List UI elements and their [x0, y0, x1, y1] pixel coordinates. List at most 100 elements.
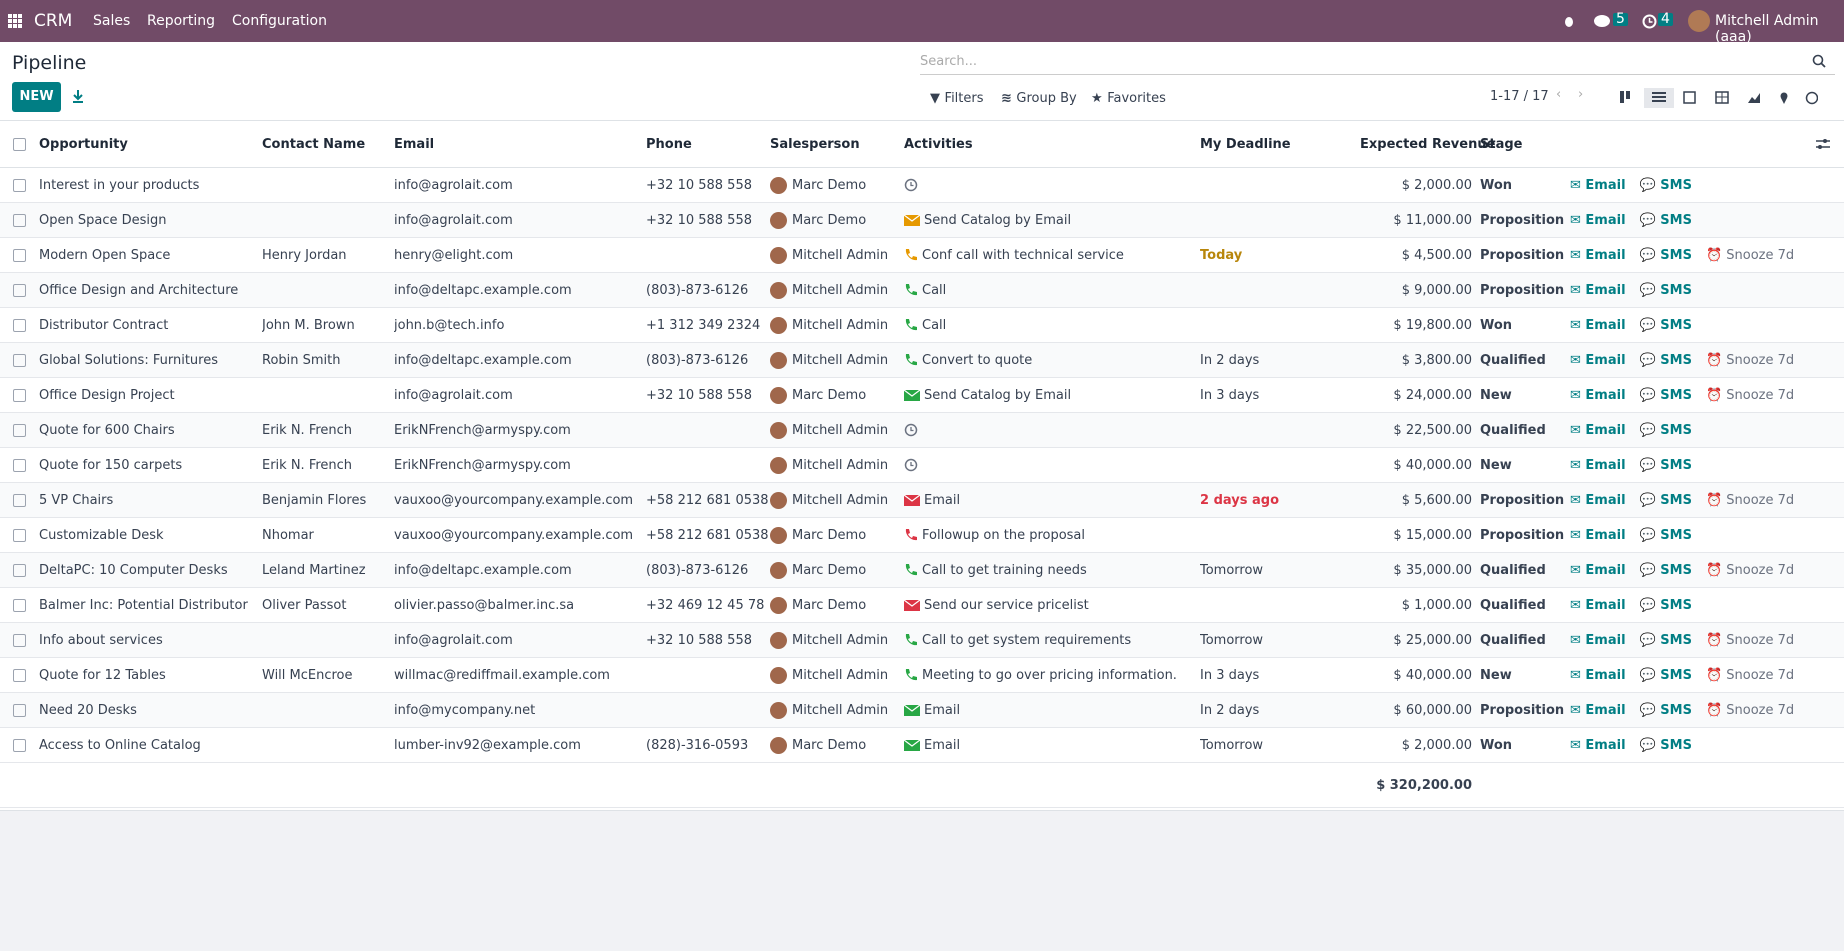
- action-button[interactable]: 💬 SMS: [1639, 562, 1692, 578]
- row-checkbox[interactable]: [13, 353, 26, 367]
- user-name[interactable]: Mitchell Admin (aaa): [1715, 13, 1819, 45]
- activity-icon[interactable]: [904, 668, 922, 683]
- action-button[interactable]: ✉ Email: [1570, 387, 1626, 403]
- row-checkbox[interactable]: [13, 738, 26, 752]
- action-button[interactable]: 💬 SMS: [1639, 737, 1692, 753]
- action-button[interactable]: ✉ Email: [1570, 177, 1626, 193]
- column-header[interactable]: Email: [394, 121, 646, 168]
- row-checkbox[interactable]: [13, 318, 26, 332]
- row-checkbox[interactable]: [13, 423, 26, 437]
- activity-icon[interactable]: [904, 633, 922, 648]
- pipeline-row[interactable]: Access to Online Catalog lumber-inv92@exa…: [0, 727, 1844, 763]
- activity-icon[interactable]: [904, 248, 922, 263]
- row-checkbox[interactable]: [13, 213, 26, 227]
- action-button[interactable]: 💬 SMS: [1639, 317, 1692, 333]
- pipeline-row[interactable]: Info about services info@agrolait.com +32 …: [0, 622, 1844, 658]
- pipeline-row[interactable]: Need 20 Desks info@mycompany.net Mitchell …: [0, 692, 1844, 728]
- activity-icon[interactable]: [904, 528, 922, 543]
- pipeline-row[interactable]: Office Design Project info@agrolait.com +3…: [0, 377, 1844, 413]
- user-avatar[interactable]: [1688, 10, 1710, 32]
- pipeline-row[interactable]: Modern Open Space Henry Jordan henry@eligh…: [0, 237, 1844, 273]
- column-header[interactable]: Opportunity: [39, 121, 262, 168]
- action-button[interactable]: ✉ Email: [1570, 247, 1626, 263]
- activity-icon[interactable]: [904, 178, 922, 193]
- action-button[interactable]: ✉ Email: [1570, 632, 1626, 648]
- action-button[interactable]: ✉ Email: [1570, 527, 1626, 543]
- action-button[interactable]: 💬 SMS: [1639, 527, 1692, 543]
- activity-icon[interactable]: [904, 318, 922, 333]
- action-button[interactable]: 💬 SMS: [1639, 282, 1692, 298]
- action-button[interactable]: ⏰ Snooze 7d: [1705, 632, 1795, 648]
- column-header[interactable]: Phone: [646, 121, 770, 168]
- column-header[interactable]: Salesperson: [770, 121, 904, 168]
- action-button[interactable]: 💬 SMS: [1639, 702, 1692, 718]
- favorites-button[interactable]: ★ Favorites: [1091, 91, 1166, 106]
- activities-icon[interactable]: [1642, 14, 1657, 29]
- view-switcher[interactable]: [1618, 88, 1818, 108]
- action-button[interactable]: ⏰ Snooze 7d: [1705, 247, 1795, 263]
- action-button[interactable]: 💬 SMS: [1639, 632, 1692, 648]
- messages-icon[interactable]: [1594, 14, 1612, 29]
- pipeline-row[interactable]: Global Solutions: Furnitures Robin Smith i…: [0, 342, 1844, 378]
- groupby-button[interactable]: ≋ Group By: [1001, 91, 1077, 106]
- action-button[interactable]: ✉ Email: [1570, 702, 1626, 718]
- pager-prev[interactable]: ‹: [1556, 87, 1562, 102]
- activity-icon[interactable]: [904, 703, 924, 718]
- new-button[interactable]: NEW: [12, 82, 61, 112]
- column-header[interactable]: Contact Name: [262, 121, 394, 168]
- activity-icon[interactable]: [904, 493, 924, 508]
- pipeline-row[interactable]: Quote for 150 carpets Erik N. French ErikN…: [0, 447, 1844, 483]
- column-header[interactable]: Activities: [904, 121, 1200, 168]
- row-checkbox[interactable]: [13, 493, 26, 507]
- pager-next[interactable]: ›: [1578, 87, 1584, 102]
- activity-icon[interactable]: [904, 563, 922, 578]
- download-icon[interactable]: [72, 90, 84, 103]
- activity-icon[interactable]: [904, 213, 924, 228]
- action-button[interactable]: ✉ Email: [1570, 212, 1626, 228]
- activity-icon[interactable]: [904, 423, 922, 438]
- action-button[interactable]: 💬 SMS: [1639, 422, 1692, 438]
- pipeline-row[interactable]: Distributor Contract John M. Brown john.b@…: [0, 307, 1844, 343]
- activity-icon[interactable]: [904, 458, 922, 473]
- menu[interactable]: Sales: [93, 13, 131, 29]
- pipeline-row[interactable]: Quote for 12 Tables Will McEncroe willmac@…: [0, 657, 1844, 693]
- activity-icon[interactable]: [904, 738, 924, 753]
- action-button[interactable]: 💬 SMS: [1639, 597, 1692, 613]
- pipeline-row[interactable]: Open Space Design info@agrolait.com +32 10…: [0, 202, 1844, 238]
- pipeline-row[interactable]: Customizable Desk Nhomar vauxoo@yourcompan…: [0, 517, 1844, 553]
- action-button[interactable]: ⏰ Snooze 7d: [1705, 492, 1795, 508]
- app-name[interactable]: CRM: [34, 11, 73, 31]
- action-button[interactable]: ✉ Email: [1570, 492, 1626, 508]
- action-button[interactable]: ✉ Email: [1570, 282, 1626, 298]
- action-button[interactable]: ⏰ Snooze 7d: [1705, 702, 1795, 718]
- activity-icon[interactable]: [904, 283, 922, 298]
- select-all[interactable]: [13, 137, 26, 151]
- column-header[interactable]: My Deadline: [1200, 121, 1360, 168]
- action-button[interactable]: ✉ Email: [1570, 737, 1626, 753]
- column-header[interactable]: Stage: [1480, 121, 1570, 168]
- row-checkbox[interactable]: [13, 283, 26, 297]
- pipeline-row[interactable]: Office Design and Architecture info@delta…: [0, 272, 1844, 308]
- row-checkbox[interactable]: [13, 668, 26, 682]
- optional-columns[interactable]: [1816, 138, 1830, 150]
- action-button[interactable]: ✉ Email: [1570, 317, 1626, 333]
- row-checkbox[interactable]: [13, 388, 26, 402]
- action-button[interactable]: ✉ Email: [1570, 422, 1626, 438]
- action-button[interactable]: ⏰ Snooze 7d: [1705, 352, 1795, 368]
- pipeline-row[interactable]: Interest in your products info@agrolait.c…: [0, 167, 1844, 203]
- action-button[interactable]: 💬 SMS: [1639, 247, 1692, 263]
- action-button[interactable]: ✉ Email: [1570, 562, 1626, 578]
- search-icon[interactable]: [1812, 54, 1826, 68]
- column-header[interactable]: Expected Revenue: [1360, 121, 1495, 168]
- action-button[interactable]: ⏰ Snooze 7d: [1705, 562, 1795, 578]
- activity-icon[interactable]: [904, 598, 924, 613]
- action-button[interactable]: ⏰ Snooze 7d: [1705, 667, 1795, 683]
- pipeline-row[interactable]: 5 VP Chairs Benjamin Flores vauxoo@yourcom…: [0, 482, 1844, 518]
- activity-icon[interactable]: [904, 388, 924, 403]
- action-button[interactable]: 💬 SMS: [1639, 457, 1692, 473]
- row-checkbox[interactable]: [13, 703, 26, 717]
- pipeline-row[interactable]: Quote for 600 Chairs Erik N. French ErikNF…: [0, 412, 1844, 448]
- row-checkbox[interactable]: [13, 528, 26, 542]
- action-button[interactable]: 💬 SMS: [1639, 212, 1692, 228]
- debug-icon[interactable]: [1563, 14, 1575, 28]
